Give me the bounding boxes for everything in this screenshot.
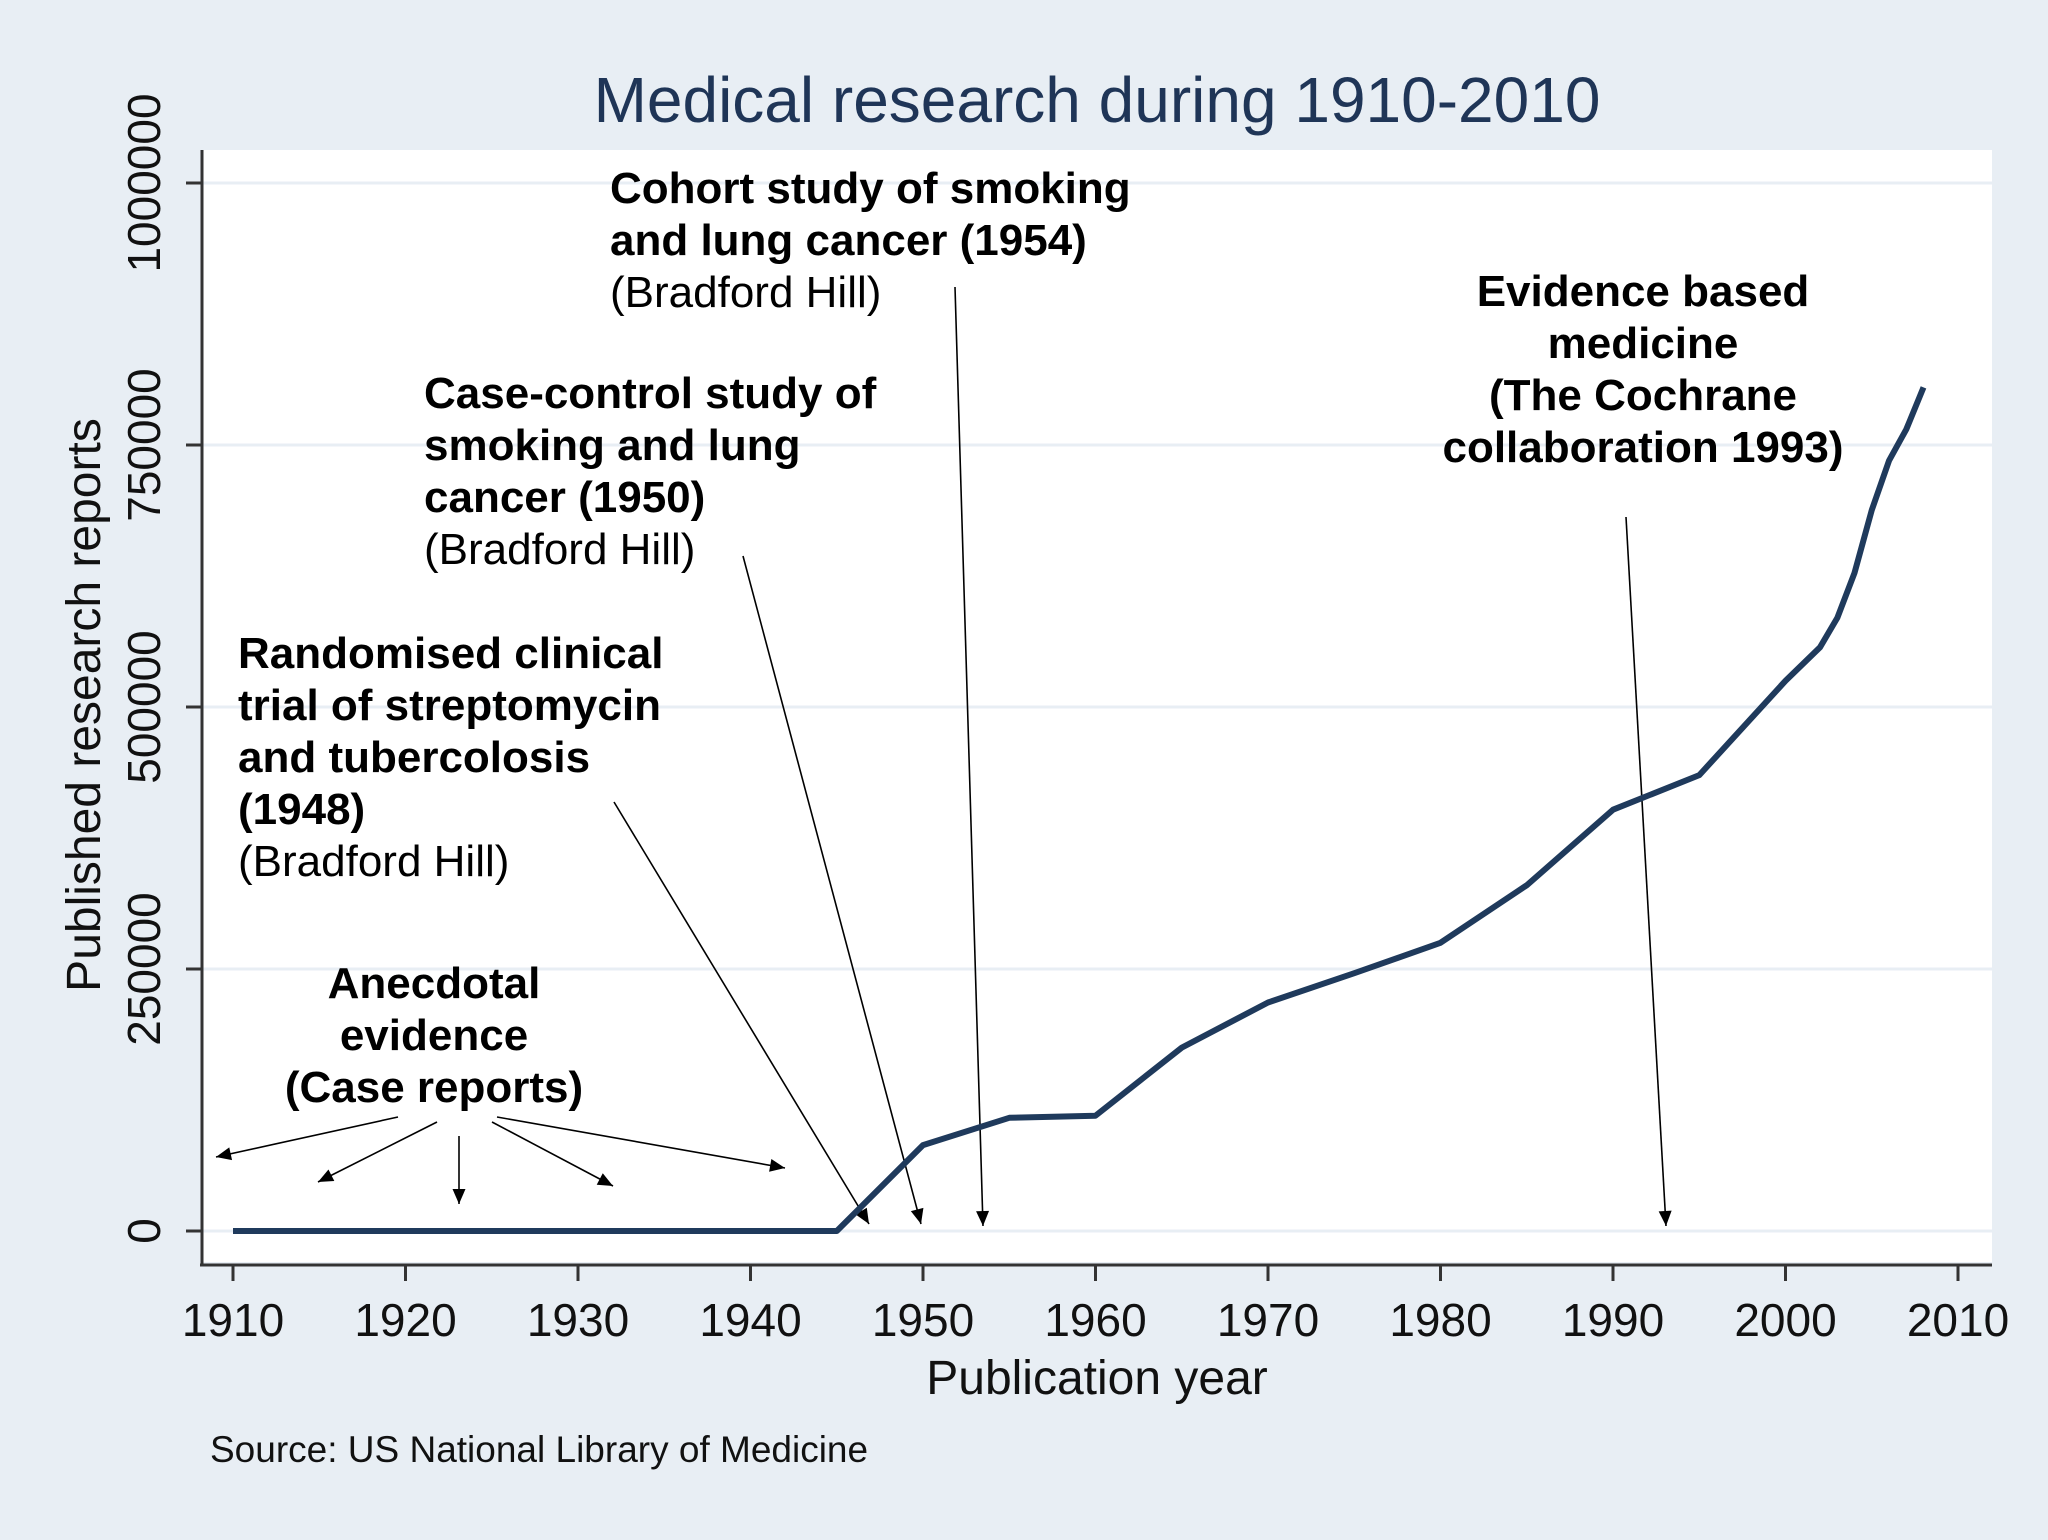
annotation-line: (Bradford Hill)	[610, 268, 881, 317]
x-axis-label: Publication year	[926, 1352, 1268, 1405]
annotation-line: Anecdotal	[328, 959, 541, 1008]
annotation-arrow	[1625, 516, 1667, 1227]
arrow-head	[216, 1147, 233, 1161]
annotation-line: trial of streptomycin	[238, 681, 661, 730]
annotation-arrow	[496, 1116, 786, 1169]
x-tick-label: 1910	[182, 1294, 284, 1346]
annotation-line: (Case reports)	[285, 1063, 583, 1112]
annotation-line: Evidence based	[1477, 267, 1810, 316]
series-line	[233, 386, 1927, 1234]
annotation-line: and tubercolosis	[238, 733, 590, 782]
arrow-head	[452, 1189, 466, 1204]
x-tick-label: 1930	[527, 1294, 629, 1346]
x-tick-label: 1960	[1044, 1294, 1146, 1346]
arrow-head	[318, 1169, 335, 1182]
y-axis-label: Published research reports	[58, 418, 111, 992]
annotation-line: Case-control study of	[424, 369, 877, 418]
x-tick-label: 2000	[1734, 1294, 1836, 1346]
y-tick-label: 500000	[118, 630, 170, 784]
annotation-line: (Bradford Hill)	[424, 525, 695, 574]
annotation-arrow	[215, 1116, 399, 1158]
arrow-head	[1658, 1210, 1672, 1226]
source-note: Source: US National Library of Medicine	[210, 1429, 868, 1470]
annotation-line: collaboration 1993)	[1442, 423, 1843, 472]
annotation-line: smoking and lung	[424, 421, 800, 470]
arrow-head	[855, 1207, 869, 1224]
annotation-arrow	[317, 1121, 438, 1183]
annotation-line: Randomised clinical	[238, 629, 663, 678]
annotation-line: (The Cochrane	[1489, 371, 1797, 420]
x-tick-label: 1970	[1217, 1294, 1319, 1346]
annotation-line: Cohort study of smoking	[610, 164, 1131, 213]
x-tick-label: 1990	[1562, 1294, 1664, 1346]
x-tick-label: 1920	[354, 1294, 456, 1346]
y-tick-label: 1000000	[118, 93, 170, 272]
y-tick-label: 250000	[118, 892, 170, 1046]
annotation-line: and lung cancer (1954)	[610, 216, 1087, 265]
annotation-arrow	[613, 801, 870, 1225]
annotation-line: (1948)	[238, 785, 365, 834]
x-tick-label: 2010	[1907, 1294, 2009, 1346]
annotation-arrow	[954, 286, 984, 1227]
arrow-head	[910, 1207, 924, 1224]
x-tick-label: 1980	[1389, 1294, 1491, 1346]
annotation-line: (Bradford Hill)	[238, 837, 509, 886]
x-tick-label: 1940	[699, 1294, 801, 1346]
chart-title: Medical research during 1910-2010	[594, 64, 1601, 136]
annotation-arrow	[742, 555, 922, 1225]
annotation-arrows	[215, 286, 1672, 1227]
x-tick-label: 1950	[872, 1294, 974, 1346]
arrow-head	[769, 1158, 785, 1172]
axis-ticks: 0 250000 500000 750000 1000000 1910 1920 1930 19…	[118, 93, 2009, 1346]
annotation-line: evidence	[340, 1011, 528, 1060]
arrow-head	[596, 1173, 613, 1186]
y-tick-label: 0	[118, 1218, 170, 1244]
annotation-line: cancer (1950)	[424, 473, 705, 522]
annotation-line: medicine	[1548, 319, 1739, 368]
annotation-arrow	[491, 1121, 614, 1187]
y-tick-label: 750000	[118, 368, 170, 522]
arrow-head	[976, 1210, 990, 1226]
